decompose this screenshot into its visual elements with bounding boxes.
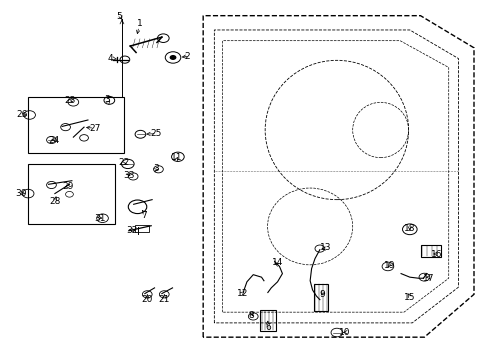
Text: 14: 14 [271,258,283,267]
Bar [28,97,124,153]
Text: 16: 16 [430,250,442,259]
Text: 1: 1 [137,19,142,28]
Text: 28: 28 [49,197,61,206]
Text: 27: 27 [89,124,100,133]
Text: 9: 9 [319,290,325,299]
Text: 11: 11 [170,153,182,162]
Text: 25: 25 [150,129,162,138]
Text: 19: 19 [383,261,394,270]
Text: 21: 21 [158,295,170,304]
Text: 10: 10 [338,328,350,337]
Text: 32: 32 [126,226,137,235]
Text: 29: 29 [62,182,74,191]
Text: 3: 3 [104,95,110,104]
Text: 4: 4 [108,54,113,63]
Bar [260,310,275,331]
Text: 13: 13 [320,243,331,252]
Text: 3: 3 [153,164,159,173]
Text: 2: 2 [184,51,189,60]
Text: 24: 24 [48,136,60,145]
Text: 20: 20 [142,295,153,304]
Text: 8: 8 [247,311,253,320]
Text: 22: 22 [118,158,129,167]
Text: 7: 7 [141,211,146,220]
Text: 6: 6 [264,323,270,332]
Text: 17: 17 [422,274,433,283]
Text: 15: 15 [403,293,415,302]
Bar [420,246,440,257]
Text: 23: 23 [64,96,76,105]
Text: 31: 31 [94,214,105,223]
Bar [28,163,115,224]
Circle shape [169,55,176,60]
Bar [313,284,327,311]
Bar [135,225,148,232]
Text: 30: 30 [15,189,26,198]
Text: 26: 26 [17,111,28,120]
Text: 18: 18 [403,224,415,233]
Text: 33: 33 [123,171,135,180]
Text: 5: 5 [117,12,122,21]
Text: 12: 12 [237,289,248,298]
